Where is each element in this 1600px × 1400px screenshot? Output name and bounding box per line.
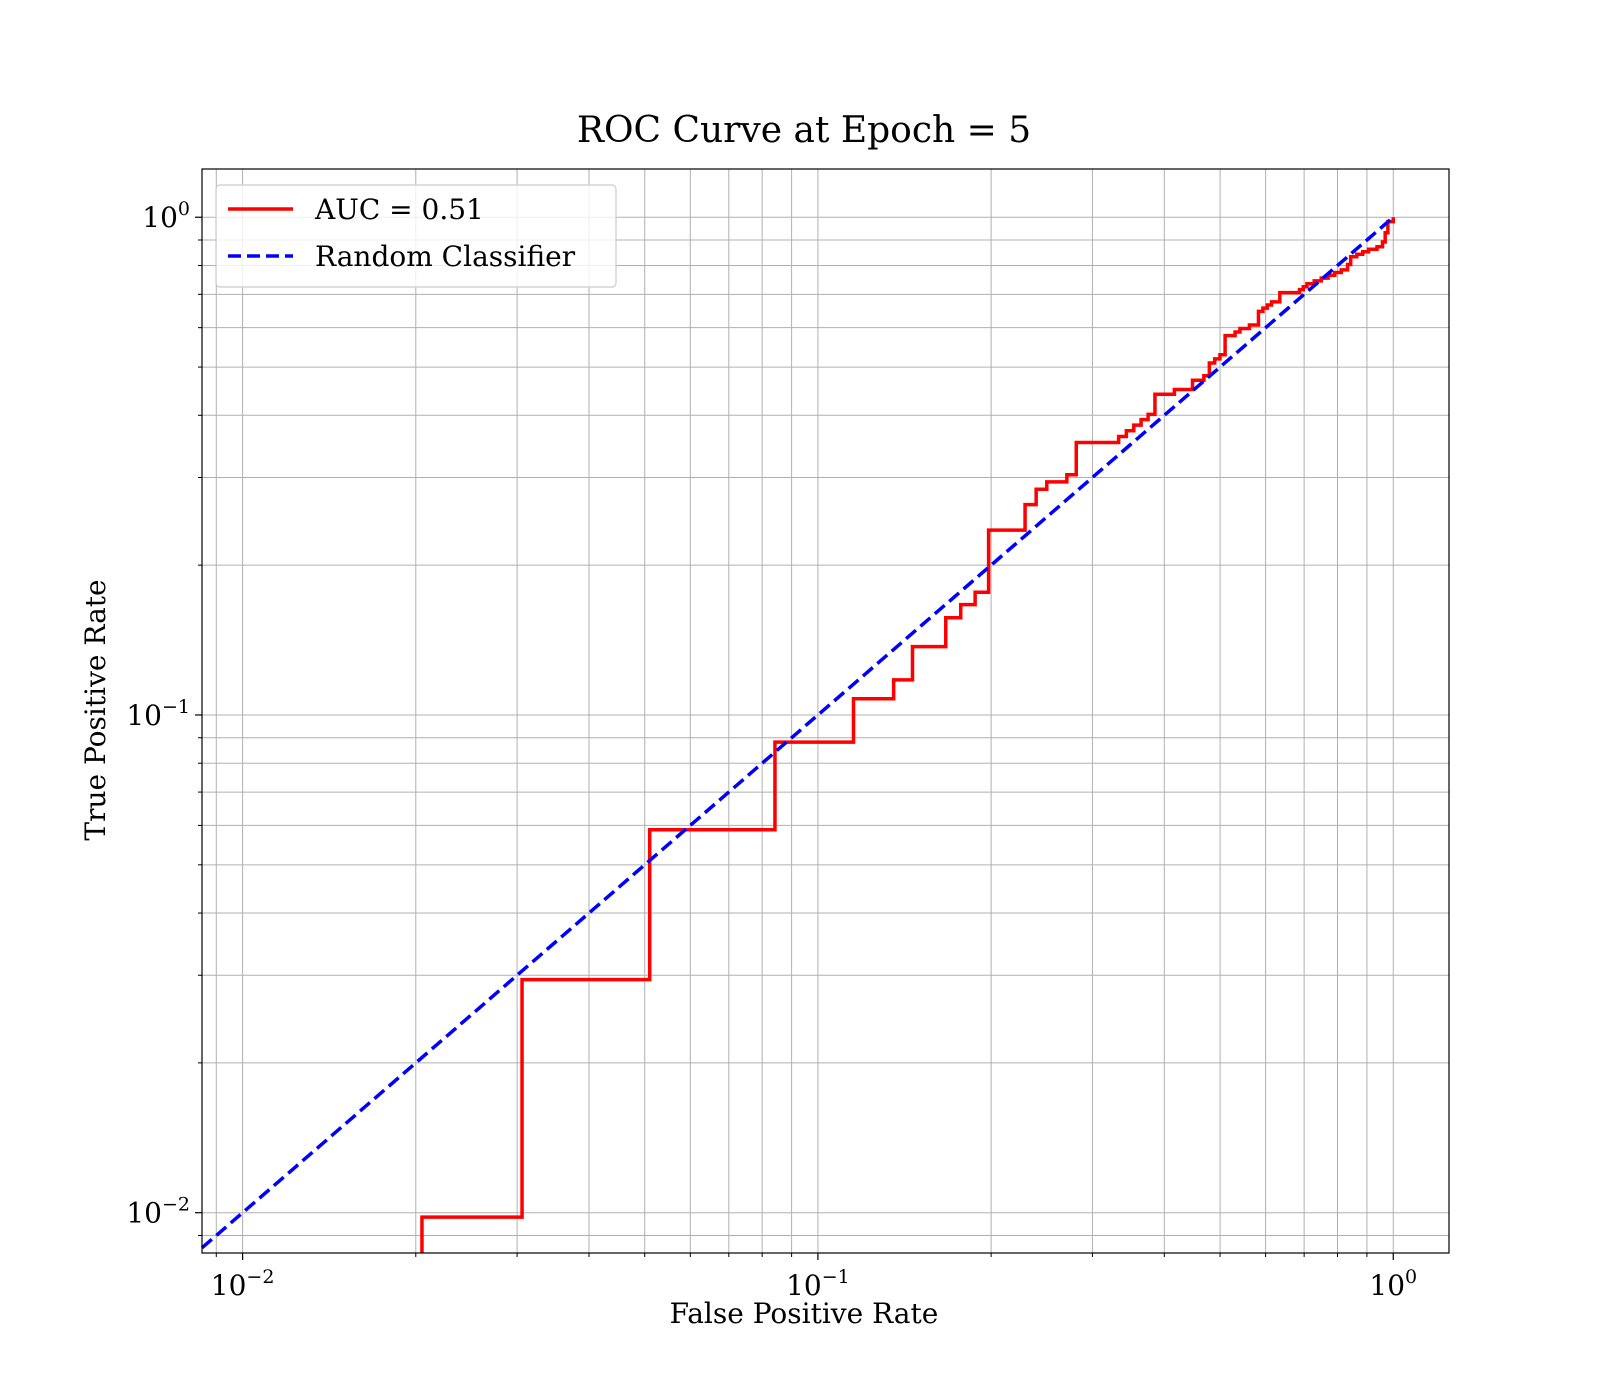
series-line-1 xyxy=(200,215,1395,1250)
legend-label-auc: AUC = 0.51 xyxy=(314,193,484,226)
x-axis-label: False Positive Rate xyxy=(670,1297,939,1330)
x-tick-label: 10−1 xyxy=(786,1266,850,1302)
plot-area-frame xyxy=(201,168,1450,1254)
legend-label-random-classifier: Random Classifier xyxy=(315,240,576,273)
legend-box xyxy=(215,184,617,288)
x-tick-label: 100 xyxy=(1369,1266,1417,1302)
grid-layer xyxy=(202,169,1449,1253)
chart-title: ROC Curve at Epoch = 5 xyxy=(577,110,1031,151)
y-tick-label: 10−1 xyxy=(126,696,190,732)
y-tick-label: 10−2 xyxy=(126,1194,190,1230)
series-line-0 xyxy=(420,217,1395,1253)
y-tick-label: 100 xyxy=(142,198,190,234)
y-axis-label: True Positive Rate xyxy=(79,579,112,840)
series-layer xyxy=(200,215,1395,1253)
x-tick-label: 10−2 xyxy=(211,1266,275,1302)
legend: AUC = 0.51 Random Classifier xyxy=(215,184,617,288)
tick-layer: 10−2 10−1 100 10−2 10−1 100 xyxy=(126,198,1417,1302)
